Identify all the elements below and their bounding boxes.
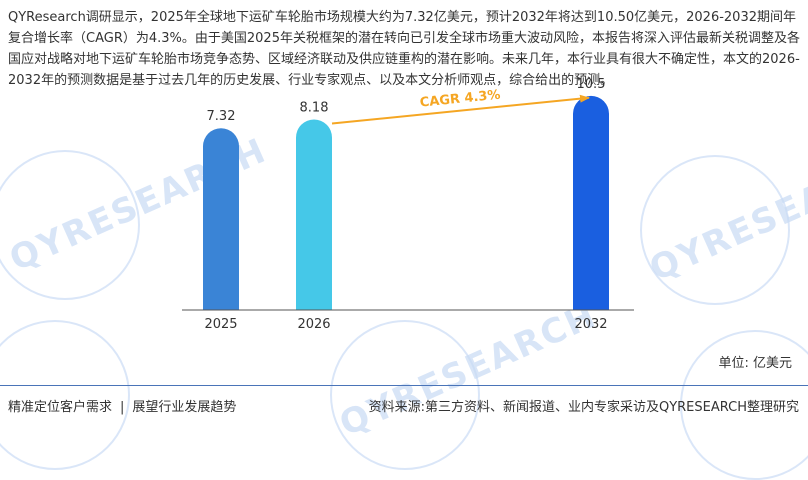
cagr-annotation: CAGR 4.3% [331, 88, 590, 125]
bars-layer [203, 95, 609, 310]
footer-slogan-1: 精准定位客户需求 [8, 400, 113, 415]
bar-2026 [296, 119, 332, 310]
labels-layer: 7.32 2025 8.18 2026 10.5 2032 [204, 77, 607, 332]
intro-paragraph: QYResearch调研显示，2025年全球地下运矿车轮胎市场规模大约为7.32… [8, 10, 800, 88]
value-label-2025: 7.32 [207, 109, 236, 124]
x-tick-label-2025: 2025 [204, 317, 237, 332]
bar-chart: 7.32 2025 8.18 2026 10.5 2032 CAGR 4.3% [182, 77, 634, 332]
footer-source: 资料来源:第三方资料、新闻报道、业内专家采访及QYRESEARCH整理研究 [368, 400, 799, 415]
x-tick-label-2032: 2032 [574, 317, 607, 332]
footer-slogan: 精准定位客户需求 | 展望行业发展趋势 [8, 396, 236, 415]
x-tick-label-2026: 2026 [297, 317, 330, 332]
unit-label: 单位: 亿美元 [718, 356, 792, 371]
footer-slogan-2: 展望行业发展趋势 [132, 400, 237, 415]
footer-separator: | [120, 400, 125, 415]
footer-divider [0, 385, 808, 386]
bar-2032 [573, 95, 609, 310]
bar-2025 [203, 128, 239, 310]
value-label-2032: 10.5 [577, 77, 606, 92]
cagr-arrow [331, 94, 590, 125]
value-label-2026: 8.18 [300, 100, 329, 115]
